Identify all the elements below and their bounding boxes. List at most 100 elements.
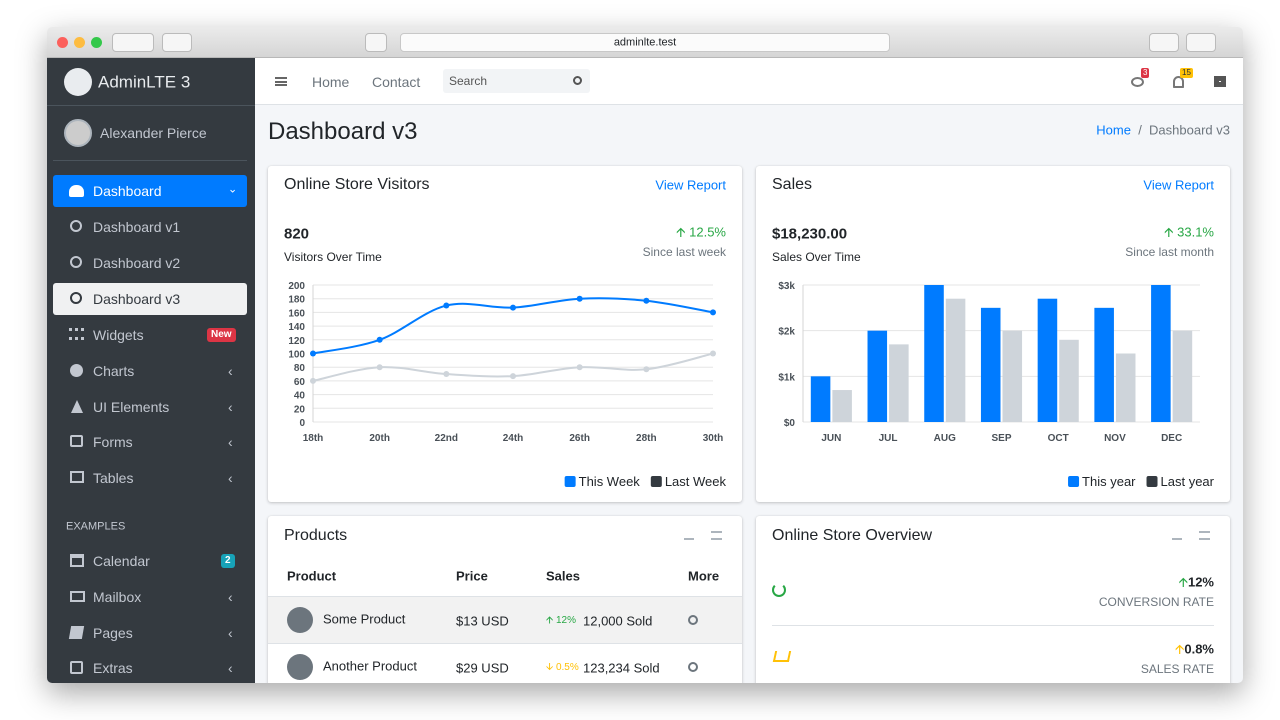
messages-icon[interactable] xyxy=(1131,77,1144,87)
line-point xyxy=(710,309,716,316)
y-tick-label: $2k xyxy=(778,327,795,338)
legend-swatch xyxy=(1146,476,1158,487)
y-tick-label: 60 xyxy=(294,377,306,388)
menu-label[interactable]: Dashboard v2 xyxy=(93,255,181,271)
menu-label[interactable]: Dashboard v1 xyxy=(93,219,181,235)
chevron: ‹ xyxy=(228,363,233,379)
navbar: Home Contact Search 3 15 xyxy=(255,58,1243,105)
sidebar-button[interactable] xyxy=(162,33,192,52)
download-icon[interactable] xyxy=(684,530,694,540)
icon xyxy=(70,256,82,268)
y-tick-label: $3k xyxy=(778,281,795,292)
menu-icon[interactable] xyxy=(1199,531,1210,540)
y-tick-label: 0 xyxy=(299,418,305,429)
menu-toggle[interactable] xyxy=(275,77,287,86)
y-tick-label: 80 xyxy=(294,363,306,374)
x-tick-label: JUN xyxy=(821,433,841,444)
user-name[interactable]: Alexander Pierce xyxy=(100,125,207,141)
card-title: Online Store Visitors xyxy=(284,176,430,193)
icon xyxy=(68,626,85,639)
search-icon[interactable] xyxy=(688,615,698,625)
menu-item-active[interactable] xyxy=(53,175,247,207)
brand-text[interactable]: AdminLTE 3 xyxy=(98,72,191,92)
legend-swatch xyxy=(564,476,576,487)
menu-toggle-bar xyxy=(275,81,287,83)
chevron: ‹ xyxy=(228,660,233,676)
line-point xyxy=(310,350,316,357)
overview-value-text: 12% xyxy=(1187,574,1214,590)
browser-window: adminlte.test AdminLTE 3 Alexander Pierc… xyxy=(47,27,1243,683)
close-button[interactable] xyxy=(57,37,68,48)
zoom-button[interactable] xyxy=(91,37,102,48)
y-tick-label: 200 xyxy=(288,281,305,292)
menu-label[interactable]: Mailbox xyxy=(93,589,142,605)
arrow-up: 🡩 xyxy=(1178,574,1188,590)
menu-label[interactable]: Forms xyxy=(93,434,133,450)
menu-label[interactable]: Dashboard v3 xyxy=(93,291,181,307)
tabs-button[interactable] xyxy=(1186,33,1216,52)
bar xyxy=(1002,330,1023,422)
minimize-button[interactable] xyxy=(74,37,85,48)
apps-icon[interactable] xyxy=(1214,76,1226,87)
stat-label: Sales Over Time xyxy=(772,250,861,264)
chevron: ‹ xyxy=(228,434,233,450)
nav-buttons[interactable] xyxy=(112,33,154,52)
menu-label[interactable]: Charts xyxy=(93,363,135,379)
menu-label[interactable]: Extras xyxy=(93,660,133,676)
address-bar[interactable]: adminlte.test xyxy=(400,33,890,52)
sold: 12,000 Sold xyxy=(583,613,653,629)
chevron: ‹ xyxy=(228,589,233,605)
bar xyxy=(1059,339,1079,422)
divider xyxy=(772,625,1214,626)
chevron: ‹ xyxy=(228,470,233,486)
product-name: Some Product xyxy=(323,611,406,627)
line-point xyxy=(510,373,516,380)
divider xyxy=(53,160,247,161)
nav-link[interactable]: Home xyxy=(312,74,350,90)
search-icon xyxy=(573,76,582,85)
line-point xyxy=(376,364,383,371)
sales-change: 🡩 12% xyxy=(546,616,576,626)
search-icon[interactable] xyxy=(688,662,698,672)
brand-logo xyxy=(64,68,92,96)
line-point xyxy=(710,350,716,357)
arrow-up: 🡩 xyxy=(676,224,690,240)
y-tick-label: 20 xyxy=(294,404,306,415)
stat: 820 xyxy=(284,225,310,243)
overview-value-text: 0.8% xyxy=(1184,641,1214,657)
legend-label: Last Week xyxy=(665,474,727,489)
menu-label[interactable]: UI Elements xyxy=(93,399,170,415)
menu-label[interactable]: Pages xyxy=(93,625,133,641)
legend-label: This year xyxy=(1082,474,1136,489)
stat-label: Visitors Over Time xyxy=(284,250,382,264)
menu-item-active[interactable] xyxy=(53,283,247,315)
shield-button[interactable] xyxy=(365,33,387,52)
x-tick-label: JUL xyxy=(879,433,898,444)
nav-link[interactable]: Contact xyxy=(372,74,421,90)
link[interactable]: View Report xyxy=(1143,177,1214,193)
sales-chart: $0 $1k $2k $3k JUN JUL AUG SEP OCT NOV DEC Last yea… xyxy=(778,281,1214,489)
menu-label[interactable]: Dashboard xyxy=(93,183,162,199)
menu-label[interactable]: Tables xyxy=(93,470,134,486)
change: 🡩 12.5% xyxy=(676,226,726,239)
link[interactable]: View Report xyxy=(655,177,726,193)
menu-label[interactable]: Calendar xyxy=(93,553,150,569)
bar xyxy=(945,298,966,422)
share-button[interactable] xyxy=(1149,33,1179,52)
y-tick-label: 180 xyxy=(288,295,305,306)
x-tick-label: 30th xyxy=(703,433,724,444)
menu-icon[interactable] xyxy=(711,531,722,540)
product-name: Another Product xyxy=(323,658,417,674)
icon xyxy=(71,400,83,413)
notifications-icon[interactable] xyxy=(1173,76,1184,88)
icon xyxy=(69,185,84,197)
breadcrumb-link[interactable]: Home xyxy=(1096,122,1131,138)
icon xyxy=(70,554,84,567)
menu-label[interactable]: Widgets xyxy=(93,327,144,343)
stat: $18,230.00 xyxy=(772,225,848,243)
x-tick-label: NOV xyxy=(1104,433,1126,444)
search-input[interactable]: Search xyxy=(443,69,590,93)
download-icon[interactable] xyxy=(1172,530,1182,540)
icon xyxy=(69,328,84,340)
line-point xyxy=(576,295,583,302)
